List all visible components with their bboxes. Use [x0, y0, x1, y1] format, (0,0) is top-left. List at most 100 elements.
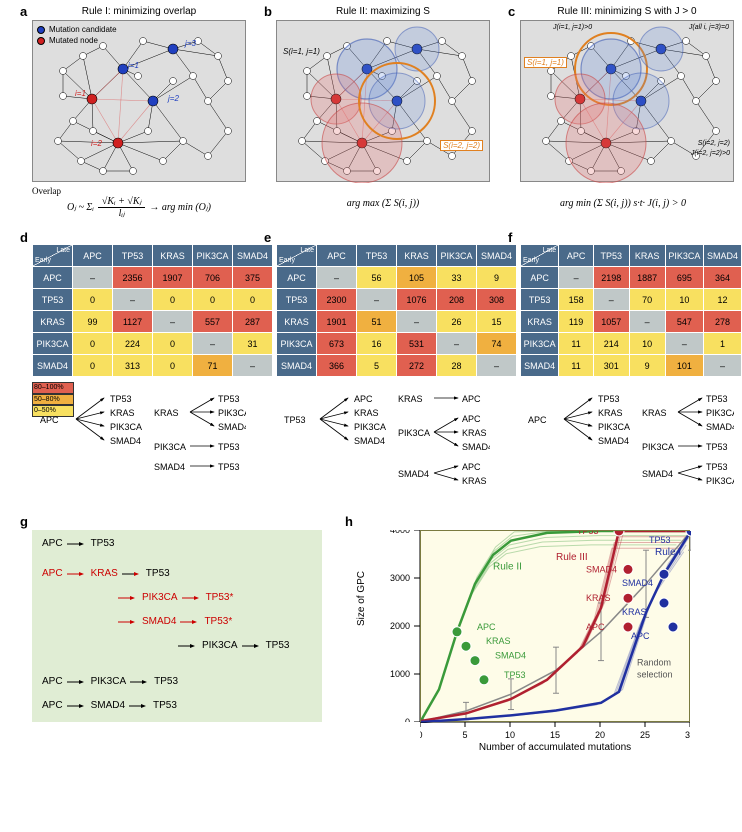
- svg-text:TP53: TP53: [706, 394, 728, 404]
- svg-text:PIK3CA: PIK3CA: [706, 476, 734, 486]
- svg-text:APC: APC: [586, 622, 605, 632]
- svg-text:SMAD4: SMAD4: [622, 578, 653, 588]
- svg-text:PIK3CA: PIK3CA: [218, 408, 246, 418]
- svg-text:TP53: TP53: [218, 462, 240, 472]
- svg-text:KRAS: KRAS: [462, 476, 487, 486]
- panel-d-label: d: [20, 230, 28, 245]
- svg-text:PIK3CA: PIK3CA: [154, 442, 186, 452]
- svg-text:KRAS: KRAS: [154, 408, 179, 418]
- svg-text:APC: APC: [477, 622, 496, 632]
- svg-text:TP53: TP53: [577, 531, 599, 536]
- svg-text:KRAS: KRAS: [398, 394, 423, 404]
- svg-text:SMAD4: SMAD4: [154, 462, 185, 472]
- svg-text:4000: 4000: [390, 530, 410, 535]
- svg-text:APC: APC: [462, 394, 481, 404]
- svg-text:APC: APC: [528, 415, 547, 425]
- svg-text:TP53: TP53: [110, 394, 132, 404]
- svg-text:15: 15: [550, 730, 560, 740]
- diagram-f: APC TP53 KRAS PIK3CA SMAD4 KRAS TP53 PIK3CA SMAD…: [520, 390, 734, 510]
- table-e: EarlyLateAPCTP53KRASPIK3CASMAD4APC–56105…: [276, 244, 517, 377]
- panel-g-box: APCTP53APCKRASTP53PIK3CATP53*SMAD4TP53*P…: [32, 530, 322, 722]
- svg-text:TP53: TP53: [284, 415, 306, 425]
- table-f: EarlyLateAPCTP53KRASPIK3CASMAD4APC–21981…: [520, 244, 742, 377]
- svg-text:PIK3CA: PIK3CA: [398, 428, 430, 438]
- svg-text:SMAD4: SMAD4: [706, 422, 734, 432]
- svg-text:TP53: TP53: [218, 394, 240, 404]
- diagram-e: TP53 APC KRAS PIK3CA SMAD4 KRAS APC PIK3CA APC KR…: [276, 390, 490, 510]
- svg-text:PIK3CA: PIK3CA: [642, 442, 674, 452]
- panel-b-label: b: [264, 4, 272, 19]
- svg-text:PIK3CA: PIK3CA: [354, 422, 386, 432]
- svg-text:0: 0: [420, 730, 423, 740]
- panel-f-label: f: [508, 230, 512, 245]
- s22b: S(i=2, j=2): [440, 140, 483, 151]
- legend-mutated-text: Mutated node: [49, 36, 98, 45]
- panel-a-label: a: [20, 4, 27, 19]
- svg-text:10: 10: [505, 730, 515, 740]
- svg-text:TP53: TP53: [218, 442, 240, 452]
- panel-a-title: Rule I: minimizing overlap: [32, 6, 246, 17]
- j3-label: j=3: [185, 39, 196, 48]
- network-b: S(i=1, j=1) S(i=2, j=2): [276, 20, 490, 182]
- svg-text:SMAD4: SMAD4: [354, 436, 385, 446]
- svg-text:KRAS: KRAS: [110, 408, 135, 418]
- svg-text:30: 30: [685, 730, 690, 740]
- formula-b: arg max (Σ S(i, j)): [276, 198, 490, 209]
- svg-text:SMAD4: SMAD4: [586, 564, 617, 574]
- panel-c-title: Rule III: minimizing S with J > 0: [520, 6, 734, 17]
- svg-text:PIK3CA: PIK3CA: [110, 422, 142, 432]
- h-xlabel: Number of accumulated mutations: [420, 742, 690, 753]
- network-a: Mutation candidate Mutated node j=3 j=1 …: [32, 20, 246, 182]
- formula-c: arg min (Σ S(i, j)) s·t· J(i, j) > 0: [508, 198, 738, 209]
- svg-text:KRAS: KRAS: [622, 607, 647, 617]
- svg-text:20: 20: [595, 730, 605, 740]
- svg-text:selection: selection: [637, 669, 673, 679]
- svg-text:SMAD4: SMAD4: [462, 442, 490, 452]
- j3c: J(all i, j=3)=0: [689, 24, 729, 31]
- svg-text:SMAD4: SMAD4: [218, 422, 246, 432]
- svg-text:SMAD4: SMAD4: [398, 469, 429, 479]
- formula-a: Overlap Oⱼ ~ Σᵢ √Kᵢ + √Kⱼ lᵢⱼ → arg min …: [32, 186, 246, 219]
- panel-c-label: c: [508, 4, 515, 19]
- svg-text:APC: APC: [462, 414, 481, 424]
- svg-text:APC: APC: [462, 462, 481, 472]
- h-ylabel: Size of GPC: [356, 571, 367, 626]
- svg-text:KRAS: KRAS: [642, 408, 667, 418]
- svg-text:0: 0: [405, 717, 410, 722]
- svg-text:TP53: TP53: [706, 442, 728, 452]
- svg-text:PIK3CA: PIK3CA: [598, 422, 630, 432]
- svg-text:APC: APC: [631, 631, 650, 641]
- j1-label: j=1: [128, 61, 139, 70]
- svg-text:1000: 1000: [390, 669, 410, 679]
- network-c: J(i=1, j=1)>0 J(all i, j=3)=0 S(i=1, j=1…: [520, 20, 734, 182]
- svg-text:APC: APC: [354, 394, 373, 404]
- svg-text:Rule III: Rule III: [556, 552, 588, 563]
- i1-label: i=1: [75, 89, 86, 98]
- panel-e-label: e: [264, 230, 271, 245]
- svg-text:Rule I: Rule I: [655, 547, 681, 558]
- svg-text:3000: 3000: [390, 573, 410, 583]
- panel-b-title: Rule II: maximizing S: [276, 6, 490, 17]
- table-d: EarlyLateAPCTP53KRASPIK3CASMAD4APC–23561…: [32, 244, 273, 377]
- s11c: S(i=1, j=1): [524, 57, 567, 68]
- svg-text:PIK3CA: PIK3CA: [706, 408, 734, 418]
- i2-label: i=2: [91, 139, 102, 148]
- s11b: S(i=1, j=1): [283, 47, 320, 56]
- svg-text:KRAS: KRAS: [598, 408, 623, 418]
- svg-text:APC: APC: [40, 415, 59, 425]
- svg-text:SMAD4: SMAD4: [598, 436, 629, 446]
- diagram-d: APC TP53 KRAS PIK3CA SMAD4 KRAS TP53 PIK3CA SMAD…: [32, 390, 246, 510]
- svg-text:2000: 2000: [390, 621, 410, 631]
- svg-text:Rule II: Rule II: [493, 561, 522, 572]
- chart-h: APCKRASSMAD4TP53TP53SMAD4KRASAPCTP53SMAD…: [420, 530, 690, 722]
- svg-text:TP53: TP53: [649, 535, 671, 545]
- panel-h-label: h: [345, 514, 353, 529]
- svg-text:25: 25: [640, 730, 650, 740]
- svg-text:TP53: TP53: [504, 670, 526, 680]
- svg-text:KRAS: KRAS: [462, 428, 487, 438]
- svg-text:SMAD4: SMAD4: [110, 436, 141, 446]
- svg-text:Random: Random: [637, 657, 671, 667]
- svg-text:KRAS: KRAS: [586, 593, 611, 603]
- j11c: J(i=1, j=1)>0: [553, 24, 592, 31]
- s22c: S(i=2, j=2): [698, 140, 730, 147]
